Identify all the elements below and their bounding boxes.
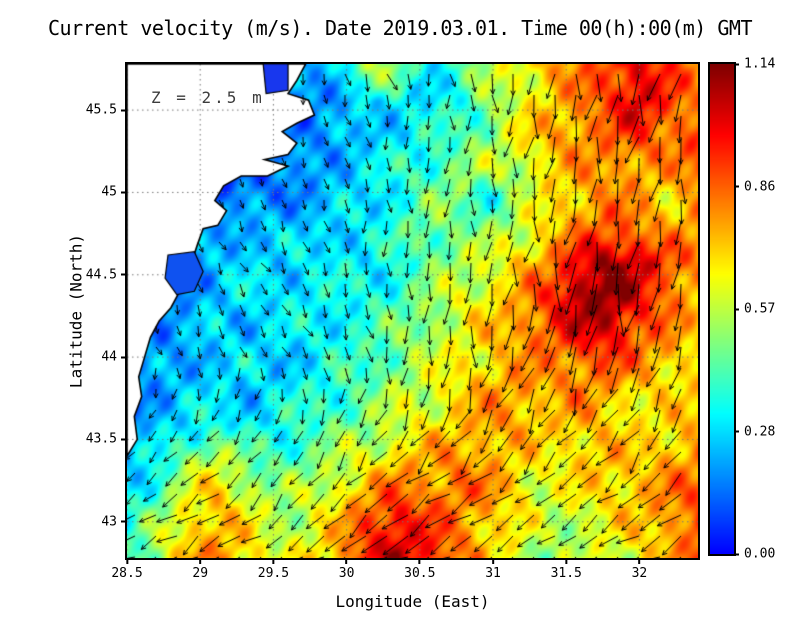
y-axis-label: Latitude (North) — [66, 233, 86, 389]
y-tick-label: 44.5 — [85, 267, 117, 283]
colorbar-tick-label: 0.28 — [744, 424, 776, 439]
x-tick: 29.5 — [258, 558, 289, 581]
colorbar-ticks: 1.14 0.86 0.57 0.28 0.00 — [710, 57, 775, 562]
x-tick-mark — [345, 558, 348, 564]
colorbar-tick-mark — [734, 430, 739, 433]
x-tick-label: 28.5 — [111, 566, 143, 581]
y-tick: 43.5 — [86, 432, 127, 447]
x-tick: 30 — [338, 558, 355, 581]
colorbar-tick: 0.00 — [734, 547, 775, 562]
colorbar-tick: 0.86 — [734, 179, 775, 194]
colorbar-tick-label: 1.14 — [744, 56, 776, 72]
colorbar-tick: 0.57 — [734, 302, 775, 317]
y-tick-label: 43.5 — [85, 431, 117, 447]
x-tick-label: 31 — [485, 566, 501, 581]
colorbar-tick-mark — [734, 308, 739, 310]
x-tick-mark — [638, 558, 641, 564]
x-tick-mark — [126, 558, 128, 564]
y-tick: 45 — [101, 185, 127, 200]
y-tick: 44 — [101, 350, 127, 365]
x-tick-mark — [199, 558, 202, 564]
colorbar-tick: 0.28 — [734, 424, 775, 439]
colorbar-tick-mark — [734, 185, 739, 188]
x-tick-mark — [272, 558, 275, 564]
x-tick: 28.5 — [111, 558, 143, 581]
y-tick-label: 43 — [101, 514, 117, 530]
x-tick: 32 — [631, 558, 648, 581]
x-axis-label: Longitude (East) — [335, 592, 490, 611]
colorbar-tick-mark — [734, 63, 739, 65]
x-tick: 31 — [485, 558, 501, 581]
plot-area: Z = 2.5 m 28.5 29 29.5 30 30.5 31 31.5 32 43 43.… — [86, 62, 700, 581]
x-tick-label: 29 — [192, 566, 209, 581]
x-tick-label: 32 — [631, 566, 648, 581]
x-tick-mark — [418, 558, 421, 564]
x-tick-label: 29.5 — [257, 566, 290, 581]
y-tick-label: 44 — [101, 349, 117, 365]
x-tick-label: 30 — [338, 566, 355, 581]
colorbar: 1.14 0.86 0.57 0.28 0.00 — [708, 57, 775, 562]
colorbar-tick: 1.14 — [734, 57, 775, 72]
x-tick: 29 — [192, 558, 208, 581]
y-tick: 43 — [101, 514, 127, 529]
x-tick-label: 30.5 — [404, 566, 436, 581]
y-tick-label: 45.5 — [85, 102, 117, 118]
x-tick-label: 31.5 — [550, 566, 582, 581]
y-tick-label: 45 — [101, 184, 117, 200]
velocity-field-canvas — [127, 64, 698, 558]
depth-annotation: Z = 2.5 m — [151, 88, 265, 107]
colorbar-canvas — [710, 64, 734, 554]
colorbar-tick-label: 0.57 — [744, 301, 776, 317]
y-tick: 44.5 — [86, 267, 127, 282]
x-tick-mark — [565, 558, 568, 564]
x-tick: 30.5 — [404, 558, 435, 581]
colorbar-tick-label: 0.00 — [744, 546, 776, 562]
colorbar-tick-mark — [734, 553, 739, 555]
chart-title: Current velocity (m/s). Date 2019.03.01.… — [47, 16, 753, 40]
y-tick: 45.5 — [86, 103, 127, 118]
x-tick: 31.5 — [551, 558, 582, 581]
colorbar-tick-label: 0.86 — [744, 179, 776, 194]
x-tick-mark — [492, 558, 495, 564]
